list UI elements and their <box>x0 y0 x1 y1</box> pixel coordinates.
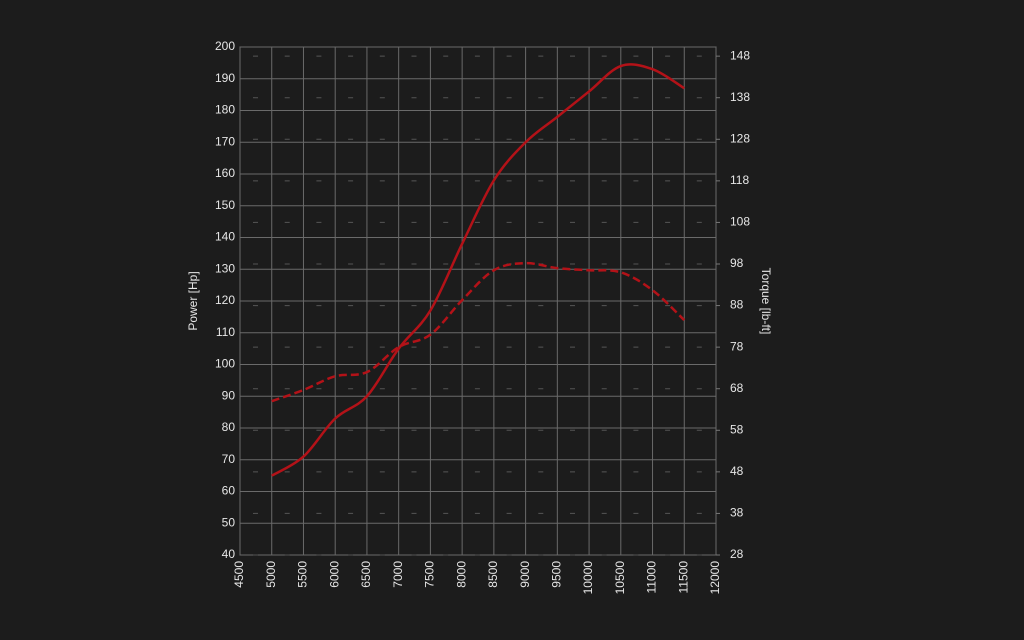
x-tick-label: 5000 <box>264 561 278 588</box>
y-tick-label: 110 <box>216 325 235 339</box>
y2-tick-label: 98 <box>730 256 744 270</box>
y2-tick-label: 28 <box>730 547 744 561</box>
y2-tick-label: 128 <box>730 131 750 145</box>
y2-tick-label: 48 <box>730 464 744 478</box>
y-tick-label: 50 <box>222 515 236 529</box>
x-tick-label: 8500 <box>486 561 500 588</box>
x-tick-label: 5500 <box>296 561 310 588</box>
y2-tick-label: 58 <box>730 422 744 436</box>
x-tick-label: 7000 <box>391 561 405 588</box>
x-tick-label: 12000 <box>708 561 722 595</box>
x-tick-label: 9000 <box>518 561 532 588</box>
series-line <box>271 261 686 403</box>
x-tick-label: 4500 <box>232 561 246 588</box>
y-tick-label: 200 <box>215 39 235 53</box>
y-tick-label: 100 <box>215 357 235 371</box>
x-tick-label: 8000 <box>454 561 468 588</box>
y2-tick-label: 138 <box>730 90 750 104</box>
x-tick-label: 10500 <box>613 561 627 595</box>
y-tick-label: 150 <box>215 198 235 212</box>
y-tick-label: 70 <box>222 452 236 466</box>
x-tick-label: 6000 <box>327 561 341 588</box>
y2-axis-label: Torque [lb-ft] <box>759 268 773 335</box>
y2-tick-label: 108 <box>730 215 750 229</box>
y-tick-label: 130 <box>215 261 235 275</box>
x-tick-label: 6500 <box>359 561 373 588</box>
y2-tick-label: 118 <box>730 173 749 187</box>
y-tick-label: 40 <box>222 547 236 561</box>
y-tick-label: 190 <box>215 71 235 85</box>
y2-tick-label: 38 <box>730 506 744 520</box>
x-tick-label: 11500 <box>676 561 690 594</box>
y-tick-label: 140 <box>215 230 235 244</box>
y-tick-label: 170 <box>215 134 235 148</box>
y-tick-label: 90 <box>222 388 236 402</box>
y-tick-label: 60 <box>222 484 236 498</box>
y-tick-label: 180 <box>215 103 235 117</box>
series-line <box>271 63 685 477</box>
y2-tick-label: 78 <box>730 339 744 353</box>
y2-tick-label: 68 <box>730 381 744 395</box>
x-tick-label: 9500 <box>550 561 564 588</box>
y-tick-label: 80 <box>222 420 236 434</box>
y-tick-label: 120 <box>215 293 235 307</box>
x-tick-label: 7500 <box>423 561 437 588</box>
x-tick-label: 11000 <box>645 561 659 594</box>
y2-tick-label: 148 <box>730 48 750 62</box>
y-tick-label: 160 <box>215 166 235 180</box>
x-tick-label: 10000 <box>581 561 595 595</box>
y-axis-label: Power [Hp] <box>186 271 200 330</box>
y2-tick-label: 88 <box>730 298 744 312</box>
